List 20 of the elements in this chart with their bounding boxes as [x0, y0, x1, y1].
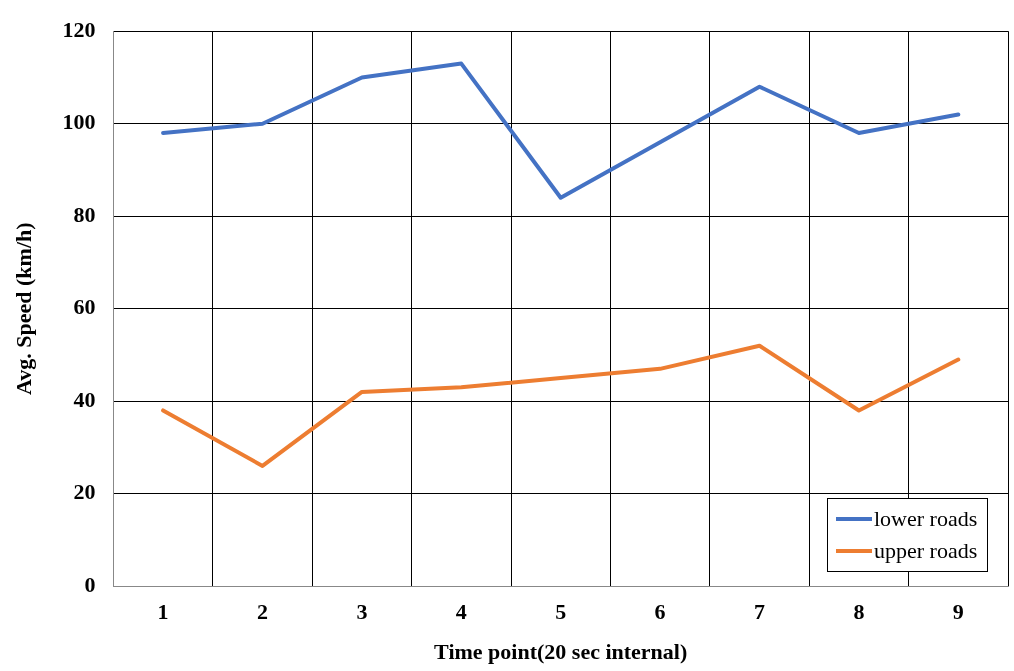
legend-label: upper roads: [874, 537, 978, 566]
x-tick-label: 6: [654, 599, 666, 625]
legend-label: lower roads: [874, 505, 978, 534]
x-tick-label: 4: [455, 599, 467, 625]
x-tick-label: 3: [356, 599, 368, 625]
x-tick-label: 2: [257, 599, 268, 625]
y-tick-label: 100: [62, 109, 96, 135]
y-tick-label: 40: [73, 386, 96, 412]
x-tick-label: 8: [853, 599, 865, 625]
y-tick-label: 60: [73, 294, 96, 320]
x-tick-label: 9: [952, 599, 964, 625]
y-tick-label: 0: [84, 571, 96, 597]
y-tick-label: 120: [62, 16, 96, 42]
x-tick-label: 5: [555, 599, 567, 625]
y-tick-label: 80: [73, 201, 96, 227]
x-tick-label: 1: [157, 599, 169, 625]
y-tick-label: 20: [73, 479, 96, 505]
y-axis-title: Avg. Speed (km/h): [10, 222, 36, 395]
x-axis-title: Time point(20 sec internal): [434, 639, 688, 665]
x-tick-label: 7: [754, 599, 765, 625]
